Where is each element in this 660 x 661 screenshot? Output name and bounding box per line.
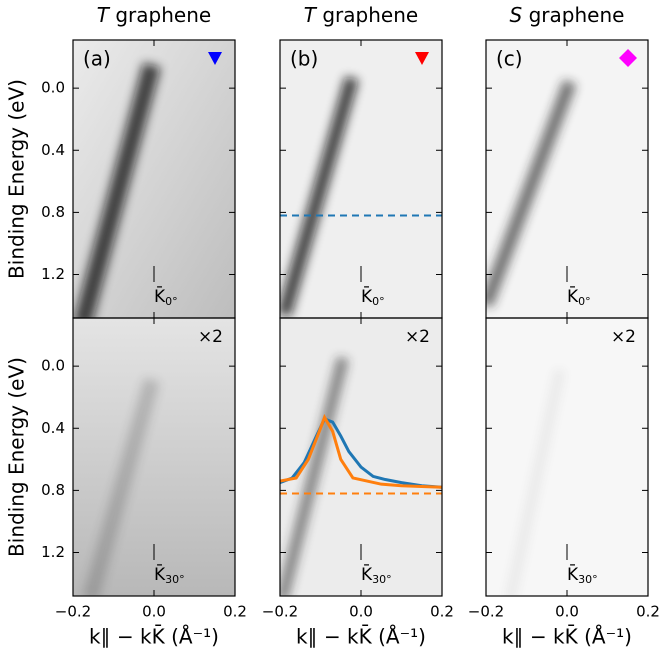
kpoint-label: K̄0° bbox=[154, 285, 178, 308]
panel-label: (b) bbox=[290, 47, 318, 71]
scale-annotation: ×2 bbox=[405, 327, 430, 347]
x-tick-label: 0.2 bbox=[636, 603, 660, 621]
band bbox=[82, 377, 160, 596]
y-tick-label: 0.0 bbox=[41, 357, 65, 375]
title-symbol: S bbox=[510, 3, 523, 27]
x-axis-label: k∥ − kK̄ (Å⁻¹) bbox=[89, 624, 219, 649]
kpoint-symbol: K̄ bbox=[361, 563, 373, 585]
band bbox=[280, 76, 359, 317]
kpoint-label: K̄30° bbox=[154, 563, 185, 586]
column-title: T graphene bbox=[304, 3, 418, 27]
kpoint-symbol: K̄ bbox=[567, 563, 579, 585]
x-tick-label: 0.0 bbox=[349, 603, 373, 621]
y-tick-label: 0.4 bbox=[41, 419, 65, 437]
y-tick-label: 0.4 bbox=[41, 141, 65, 159]
band bbox=[505, 368, 565, 596]
title-symbol: T bbox=[304, 3, 318, 27]
x-tick-label: 0.0 bbox=[555, 603, 579, 621]
x-axis-label: k∥ − kK̄ (Å⁻¹) bbox=[502, 624, 632, 649]
kpoint-sub: 30° bbox=[372, 573, 392, 586]
column-title: T graphene bbox=[97, 3, 211, 27]
column-title: S graphene bbox=[510, 3, 625, 27]
kpoint-label: K̄0° bbox=[361, 285, 385, 308]
y-axis-label: Binding Energy (eV) bbox=[5, 357, 29, 557]
kpoint-sub: 0° bbox=[165, 295, 178, 308]
marker bbox=[208, 52, 222, 65]
x-tick-label: −0.2 bbox=[468, 603, 504, 621]
kpoint-symbol: K̄ bbox=[361, 285, 373, 307]
scale-annotation: ×2 bbox=[198, 327, 223, 347]
x-tick-label: −0.2 bbox=[262, 603, 298, 621]
kpoint-symbol: K̄ bbox=[154, 563, 166, 585]
title-text: graphene bbox=[529, 3, 625, 27]
scale-annotation: ×2 bbox=[611, 327, 636, 347]
marker bbox=[619, 49, 637, 67]
y-tick-label: 1.2 bbox=[41, 265, 65, 283]
kpoint-label: K̄30° bbox=[361, 563, 392, 586]
title-symbol: T bbox=[97, 3, 111, 27]
title-text: graphene bbox=[115, 3, 211, 27]
profile-curve bbox=[279, 417, 443, 489]
y-tick-label: 0.8 bbox=[41, 481, 65, 499]
marker bbox=[415, 52, 429, 65]
kpoint-sub: 30° bbox=[578, 573, 598, 586]
x-tick-label: 0.2 bbox=[223, 603, 247, 621]
panel-label: (c) bbox=[496, 47, 523, 71]
y-axis-label: Binding Energy (eV) bbox=[5, 79, 29, 279]
x-tick-label: 0.2 bbox=[430, 603, 454, 621]
kpoint-label: K̄30° bbox=[567, 563, 598, 586]
band bbox=[74, 62, 161, 318]
y-tick-label: 0.8 bbox=[41, 203, 65, 221]
y-tick-label: 1.2 bbox=[41, 543, 65, 561]
band bbox=[486, 79, 577, 308]
band bbox=[280, 356, 349, 596]
kpoint-sub: 0° bbox=[372, 295, 385, 308]
x-tick-label: 0.0 bbox=[142, 603, 166, 621]
title-text: graphene bbox=[322, 3, 418, 27]
kpoint-symbol: K̄ bbox=[154, 285, 166, 307]
x-tick-label: −0.2 bbox=[55, 603, 91, 621]
kpoint-sub: 30° bbox=[165, 573, 185, 586]
profile-curve bbox=[279, 413, 443, 489]
kpoint-symbol: K̄ bbox=[567, 285, 579, 307]
y-tick-label: 0.0 bbox=[41, 79, 65, 97]
kpoint-label: K̄0° bbox=[567, 285, 591, 308]
kpoint-sub: 0° bbox=[578, 295, 591, 308]
panel-label: (a) bbox=[83, 47, 111, 71]
x-axis-label: k∥ − kK̄ (Å⁻¹) bbox=[296, 624, 426, 649]
